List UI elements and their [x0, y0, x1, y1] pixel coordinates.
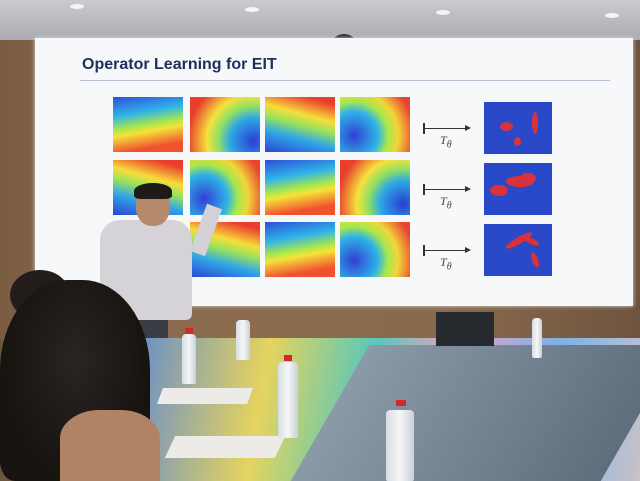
presenter-hair	[134, 183, 172, 199]
heatmap	[113, 97, 183, 152]
audience-hand	[60, 410, 160, 481]
ceiling-light	[436, 10, 450, 15]
water-bottle	[386, 410, 414, 481]
operator-label: Tθ	[440, 194, 452, 212]
paper-sheet	[164, 436, 286, 458]
heatmap	[340, 97, 410, 152]
heatmap	[190, 160, 260, 215]
paper-sheet	[157, 388, 253, 404]
title-divider	[80, 80, 610, 81]
reconstruction-image	[484, 163, 552, 215]
water-bottle	[236, 320, 250, 360]
heatmap	[265, 97, 335, 152]
reconstruction-image	[484, 102, 552, 154]
ceiling-light	[70, 4, 84, 9]
water-bottle	[532, 318, 542, 358]
heatmap	[340, 160, 410, 215]
reconstruction-image	[484, 224, 552, 276]
maps-to-arrow	[423, 245, 471, 256]
bottle-cap	[185, 328, 193, 334]
ceiling	[0, 0, 640, 40]
maps-to-arrow	[423, 184, 471, 195]
ceiling-light	[245, 7, 259, 12]
bottle-cap	[284, 355, 292, 361]
heatmap	[340, 222, 410, 277]
operator-label: Tθ	[440, 133, 452, 151]
bottle-cap	[396, 400, 406, 406]
heatmap	[265, 222, 335, 277]
slide-title: Operator Learning for EIT	[82, 56, 277, 73]
water-bottle	[278, 362, 298, 438]
ceiling-light	[605, 13, 619, 18]
heatmap	[190, 97, 260, 152]
maps-to-arrow	[423, 123, 471, 134]
water-bottle	[182, 334, 196, 384]
operator-label: Tθ	[440, 255, 452, 273]
heatmap	[265, 160, 335, 215]
laptop	[436, 312, 494, 346]
